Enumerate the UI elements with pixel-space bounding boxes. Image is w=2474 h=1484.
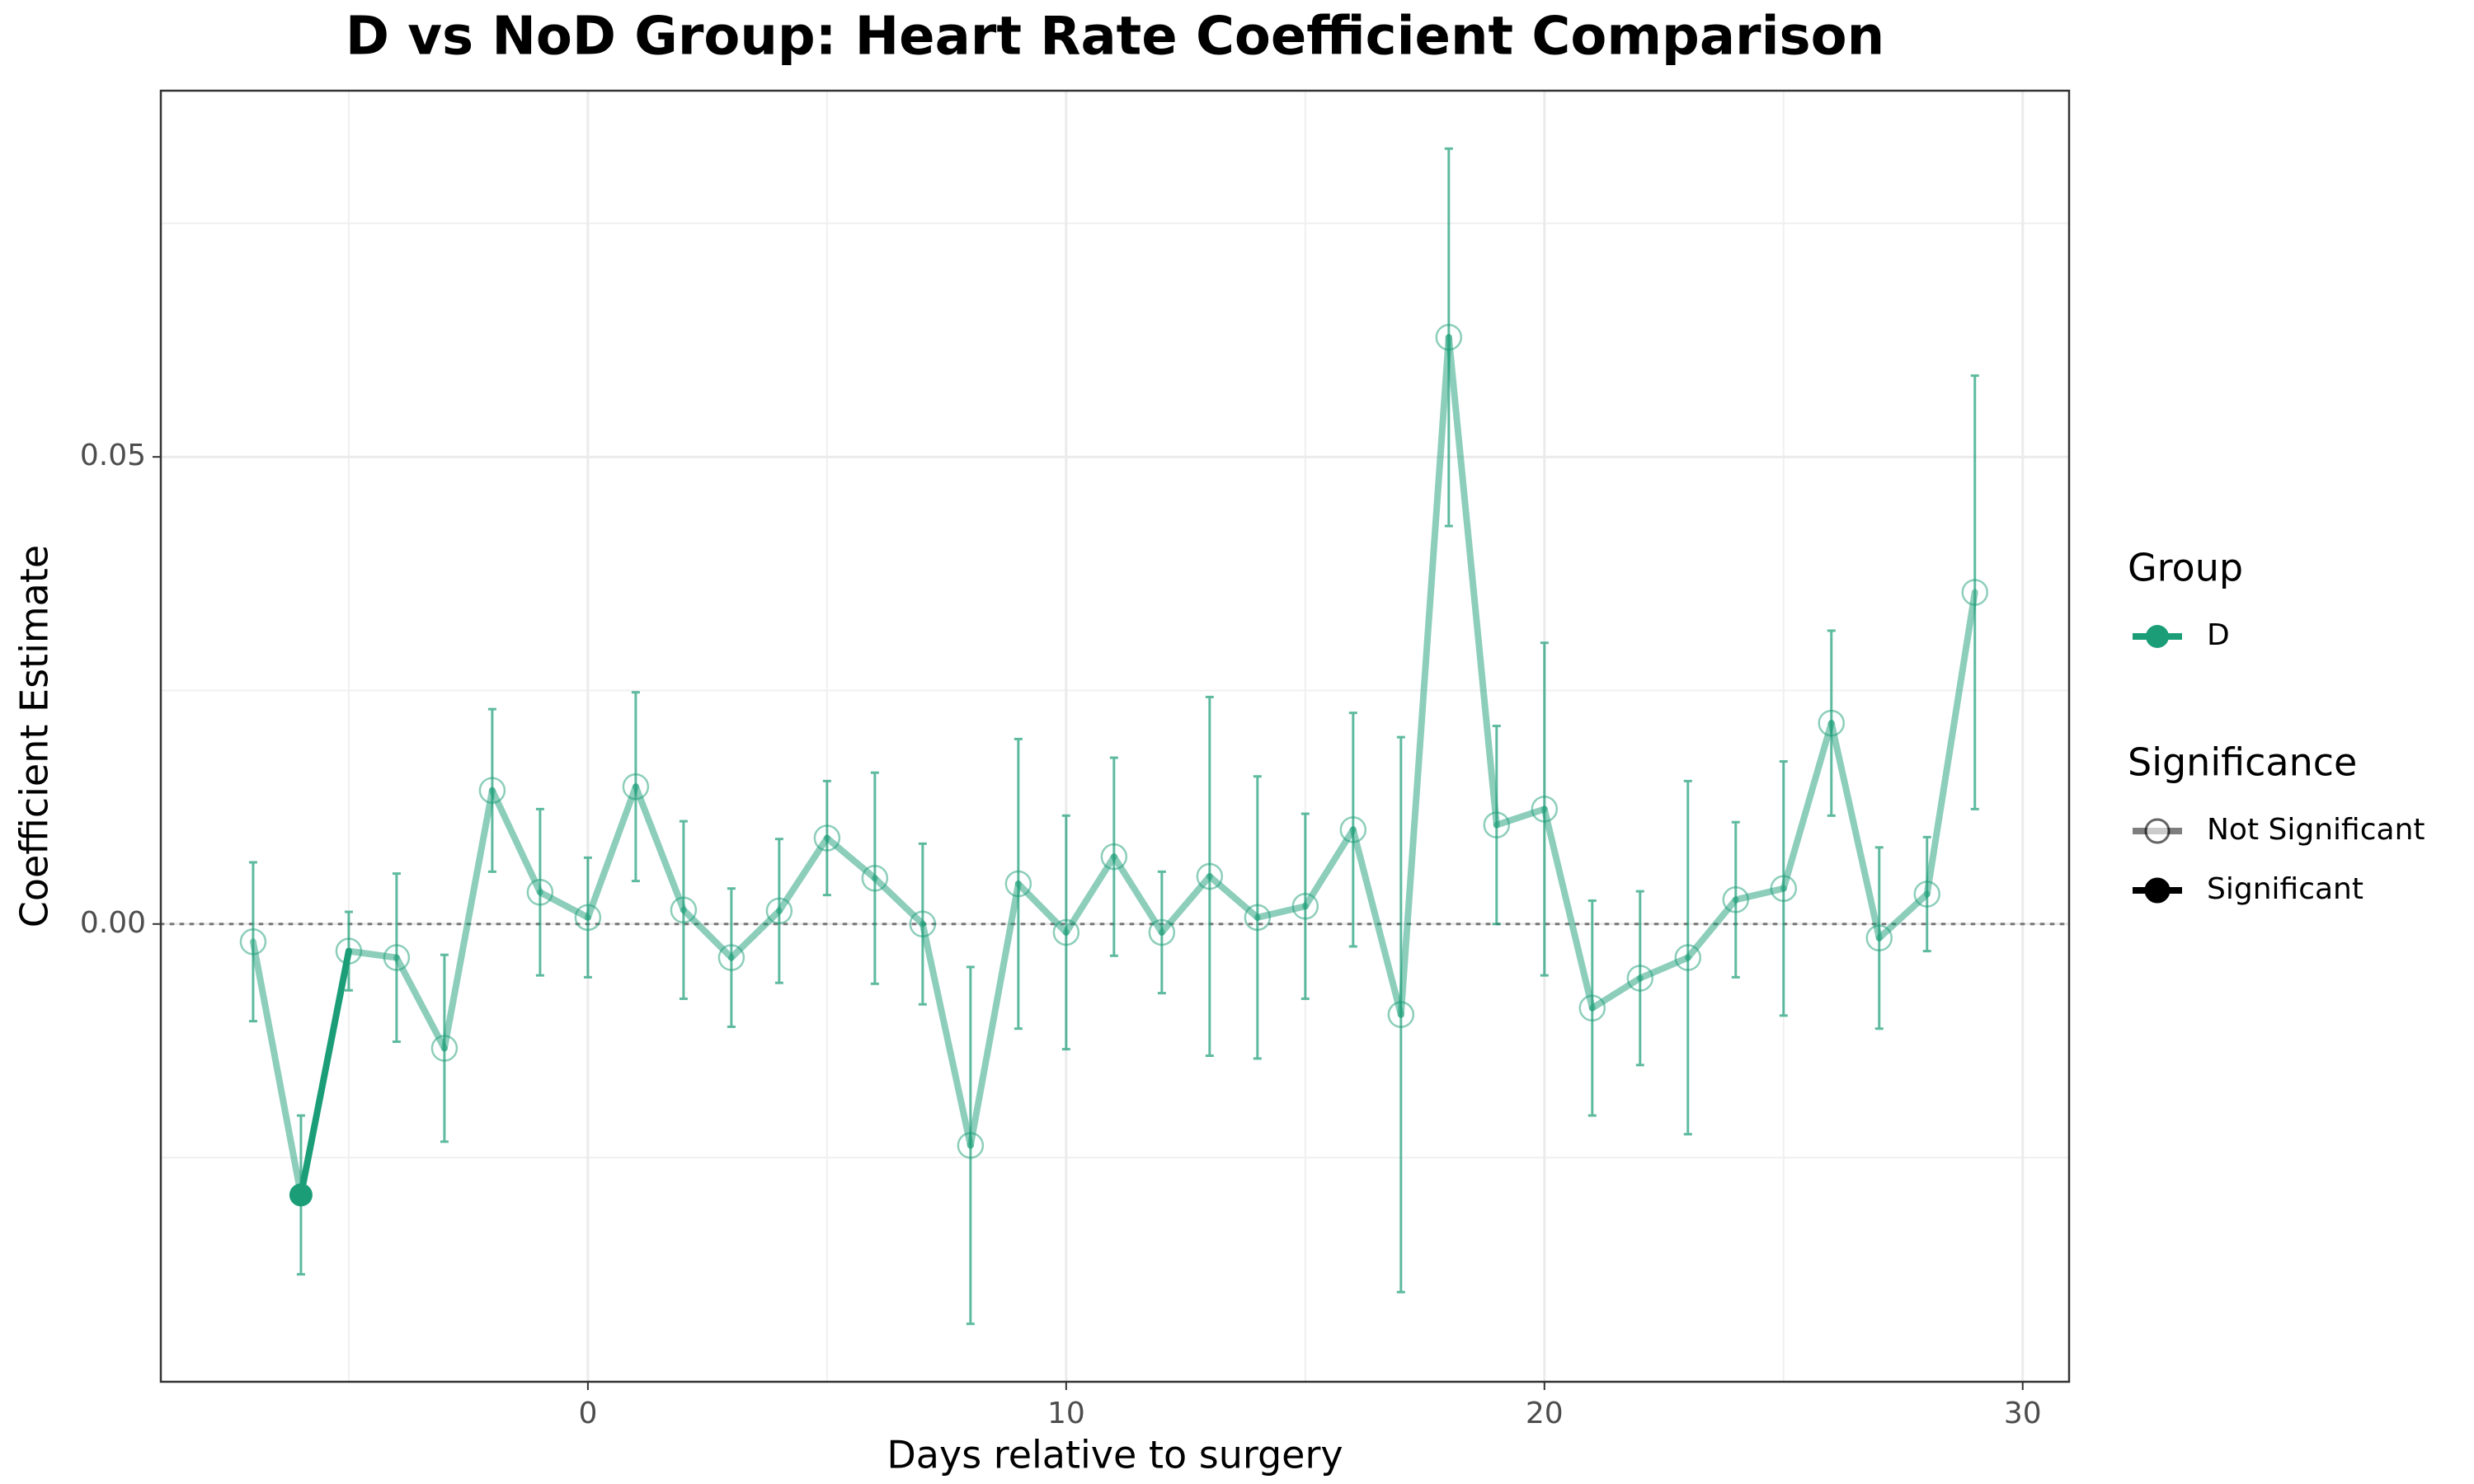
data-point — [1578, 994, 1606, 1021]
data-point — [239, 928, 267, 956]
x-axis-label: Days relative to surgery — [887, 1433, 1343, 1477]
data-point — [622, 773, 650, 801]
line-segment — [680, 906, 735, 961]
data-point — [574, 904, 602, 932]
line-segment — [1062, 853, 1117, 936]
data-point — [1004, 870, 1032, 898]
data-point — [1770, 875, 1798, 902]
line-segment — [1588, 974, 1644, 1012]
data-point — [1913, 881, 1941, 908]
y-tick-label: 0.05 — [80, 439, 146, 472]
data-point — [1387, 1001, 1415, 1028]
x-tick-label: 0 — [578, 1397, 597, 1430]
line-segment — [1397, 334, 1452, 1018]
legend-marker — [2146, 625, 2169, 648]
data-point — [383, 944, 411, 971]
line-segment — [919, 920, 974, 1149]
line-segment — [1923, 589, 1978, 898]
data-point — [717, 944, 745, 971]
legend-title: Significance — [2128, 740, 2357, 785]
data-point — [957, 1132, 985, 1159]
data-point — [1483, 811, 1511, 838]
data-point — [1818, 709, 1846, 737]
line-segment — [488, 787, 543, 896]
data-point — [1291, 892, 1319, 920]
line-segment — [632, 783, 687, 913]
y-axis-label: Coefficient Estimate — [12, 545, 57, 928]
data-point — [430, 1035, 459, 1062]
data-point — [1100, 843, 1128, 871]
line-segment — [1875, 890, 1931, 942]
line-segment — [871, 875, 926, 928]
x-tick-label: 10 — [1047, 1397, 1085, 1430]
x-tick-label: 30 — [2004, 1397, 2042, 1430]
line-segment — [1301, 826, 1357, 910]
legend-marker — [2144, 818, 2171, 844]
line-segment — [1253, 903, 1309, 921]
data-point — [1674, 944, 1702, 971]
data-point — [670, 896, 698, 924]
data-point — [1244, 904, 1272, 932]
y-tick-label: 0.00 — [80, 906, 146, 940]
data-point — [909, 910, 937, 938]
line-segment — [727, 907, 783, 961]
data-point — [1196, 862, 1224, 890]
data-point — [1531, 796, 1559, 823]
x-tick-label: 20 — [1526, 1397, 1564, 1430]
data-point — [1052, 918, 1080, 946]
data-point — [335, 937, 363, 965]
line-segment — [249, 938, 304, 1199]
line-segment — [1493, 805, 1548, 829]
line-segment — [1540, 805, 1596, 1012]
line-segment — [823, 834, 878, 882]
line-segment — [584, 783, 639, 921]
legend-label: Not Significant — [2207, 813, 2425, 847]
line-segment — [1780, 720, 1835, 892]
line-segment — [1827, 720, 1883, 942]
line-segment — [536, 889, 591, 921]
data-point — [861, 864, 889, 892]
data-point — [1435, 323, 1463, 351]
data-point — [1961, 579, 1988, 606]
plot-border — [159, 89, 2071, 1383]
line-segment — [1732, 885, 1787, 904]
data-point — [1626, 965, 1654, 992]
legend-title: Group — [2128, 546, 2243, 590]
data-point — [1865, 924, 1893, 952]
data-point — [813, 824, 841, 852]
line-segment — [1445, 334, 1500, 829]
line-segment — [775, 834, 830, 914]
line-segment — [393, 954, 448, 1052]
line-segment — [1206, 872, 1261, 921]
data-point — [1339, 816, 1367, 843]
line-segment — [1110, 853, 1165, 936]
line-segment — [967, 881, 1022, 1149]
line-segment — [440, 787, 496, 1052]
line-segment — [1636, 954, 1691, 982]
data-point — [478, 777, 506, 804]
chart-title: D vs NoD Group: Heart Rate Coefficient C… — [346, 7, 1884, 68]
line-segment — [1349, 826, 1404, 1018]
legend-marker — [2144, 877, 2171, 904]
legend-label: Significant — [2207, 872, 2363, 906]
data-point — [289, 1183, 313, 1207]
data-point — [1722, 886, 1750, 913]
line-segment — [297, 947, 352, 1199]
data-point — [1148, 918, 1176, 946]
data-point — [526, 878, 554, 906]
line-segment — [345, 947, 400, 961]
data-point — [765, 897, 793, 925]
legend-label: D — [2207, 618, 2230, 652]
